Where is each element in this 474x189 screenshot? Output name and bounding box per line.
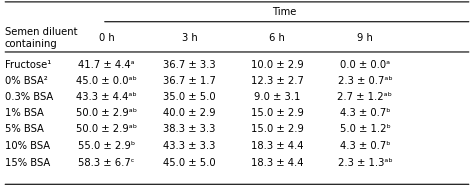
Text: 0.3% BSA: 0.3% BSA bbox=[5, 92, 53, 102]
Text: 0 h: 0 h bbox=[99, 33, 115, 43]
Text: 36.7 ± 1.7: 36.7 ± 1.7 bbox=[163, 76, 216, 86]
Text: Time: Time bbox=[272, 7, 297, 17]
Text: 55.0 ± 2.9ᵇ: 55.0 ± 2.9ᵇ bbox=[78, 141, 135, 150]
Text: 18.3 ± 4.4: 18.3 ± 4.4 bbox=[251, 141, 303, 150]
Text: 35.0 ± 5.0: 35.0 ± 5.0 bbox=[163, 92, 216, 102]
Text: 38.3 ± 3.3: 38.3 ± 3.3 bbox=[164, 125, 216, 134]
Text: 0% BSA²: 0% BSA² bbox=[5, 76, 47, 86]
Text: 10.0 ± 2.9: 10.0 ± 2.9 bbox=[251, 60, 304, 70]
Text: 9 h: 9 h bbox=[357, 33, 373, 43]
Text: 12.3 ± 2.7: 12.3 ± 2.7 bbox=[251, 76, 304, 86]
Text: 36.7 ± 3.3: 36.7 ± 3.3 bbox=[163, 60, 216, 70]
Text: 5% BSA: 5% BSA bbox=[5, 125, 44, 134]
Text: Semen diluent
containing: Semen diluent containing bbox=[5, 27, 77, 49]
Text: 15% BSA: 15% BSA bbox=[5, 158, 50, 167]
Text: 6 h: 6 h bbox=[269, 33, 285, 43]
Text: 2.3 ± 0.7ᵃᵇ: 2.3 ± 0.7ᵃᵇ bbox=[337, 76, 392, 86]
Text: 50.0 ± 2.9ᵃᵇ: 50.0 ± 2.9ᵃᵇ bbox=[76, 108, 137, 118]
Text: 58.3 ± 6.7ᶜ: 58.3 ± 6.7ᶜ bbox=[78, 158, 135, 167]
Text: 43.3 ± 4.4ᵃᵇ: 43.3 ± 4.4ᵃᵇ bbox=[76, 92, 137, 102]
Text: 45.0 ± 0.0ᵃᵇ: 45.0 ± 0.0ᵃᵇ bbox=[76, 76, 137, 86]
Text: 15.0 ± 2.9: 15.0 ± 2.9 bbox=[251, 108, 304, 118]
Text: 50.0 ± 2.9ᵃᵇ: 50.0 ± 2.9ᵃᵇ bbox=[76, 125, 137, 134]
Text: 4.3 ± 0.7ᵇ: 4.3 ± 0.7ᵇ bbox=[340, 108, 390, 118]
Text: 2.3 ± 1.3ᵃᵇ: 2.3 ± 1.3ᵃᵇ bbox=[337, 158, 392, 167]
Text: 5.0 ± 1.2ᵇ: 5.0 ± 1.2ᵇ bbox=[339, 125, 391, 134]
Text: 18.3 ± 4.4: 18.3 ± 4.4 bbox=[251, 158, 303, 167]
Text: 43.3 ± 3.3: 43.3 ± 3.3 bbox=[164, 141, 216, 150]
Text: 15.0 ± 2.9: 15.0 ± 2.9 bbox=[251, 125, 304, 134]
Text: 9.0 ± 3.1: 9.0 ± 3.1 bbox=[254, 92, 301, 102]
Text: 0.0 ± 0.0ᵃ: 0.0 ± 0.0ᵃ bbox=[340, 60, 390, 70]
Text: 41.7 ± 4.4ᵃ: 41.7 ± 4.4ᵃ bbox=[78, 60, 135, 70]
Text: 40.0 ± 2.9: 40.0 ± 2.9 bbox=[163, 108, 216, 118]
Text: 3 h: 3 h bbox=[182, 33, 198, 43]
Text: 2.7 ± 1.2ᵃᵇ: 2.7 ± 1.2ᵃᵇ bbox=[337, 92, 392, 102]
Text: Fructose¹: Fructose¹ bbox=[5, 60, 51, 70]
Text: 1% BSA: 1% BSA bbox=[5, 108, 44, 118]
Text: 10% BSA: 10% BSA bbox=[5, 141, 50, 150]
Text: 45.0 ± 5.0: 45.0 ± 5.0 bbox=[163, 158, 216, 167]
Text: 4.3 ± 0.7ᵇ: 4.3 ± 0.7ᵇ bbox=[340, 141, 390, 150]
